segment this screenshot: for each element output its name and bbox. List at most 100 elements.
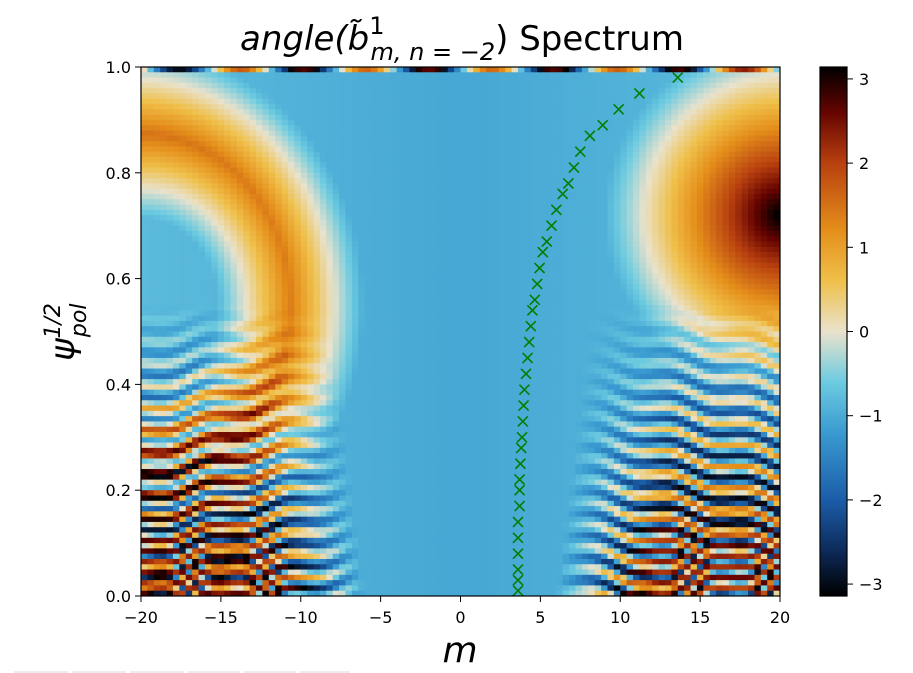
heatmap-cell xyxy=(287,141,295,147)
heatmap-cell xyxy=(524,215,532,222)
heatmap-cell xyxy=(537,130,545,137)
heatmap-cell xyxy=(153,268,161,274)
heatmap-cell xyxy=(454,215,462,222)
heatmap-cell xyxy=(607,241,615,248)
heatmap-cell xyxy=(556,283,564,290)
heatmap-cell xyxy=(505,262,513,269)
heatmap-cell xyxy=(172,104,180,110)
heatmap-cell xyxy=(217,241,225,248)
heatmap-cell xyxy=(645,246,653,253)
heatmap-cell xyxy=(217,125,225,132)
heatmap-cell xyxy=(211,230,219,237)
heatmap-cell xyxy=(703,225,711,232)
heatmap-cell xyxy=(569,151,577,158)
heatmap-cell xyxy=(281,67,289,73)
heatmap-cell xyxy=(594,151,602,158)
heatmap-cell xyxy=(332,204,340,211)
heatmap-cell xyxy=(722,72,730,79)
heatmap-cell xyxy=(633,278,641,285)
heatmap-cell xyxy=(664,315,672,322)
heatmap-cell xyxy=(313,151,321,158)
heatmap-cell xyxy=(441,114,449,121)
heatmap-cell xyxy=(409,315,417,322)
heatmap-cell xyxy=(179,204,187,211)
heatmap-cell xyxy=(607,156,615,163)
heatmap-cell xyxy=(409,93,417,100)
heatmap-cell xyxy=(211,183,219,190)
heatmap-cell xyxy=(684,283,692,290)
heatmap-cell xyxy=(409,246,417,253)
heatmap-cell xyxy=(671,98,679,105)
heatmap-cell xyxy=(422,82,430,89)
heatmap-cell xyxy=(402,215,410,222)
heatmap-cell xyxy=(575,130,583,137)
heatmap-cell xyxy=(211,188,219,195)
heatmap-cell xyxy=(179,230,187,237)
heatmap-cell xyxy=(588,193,596,200)
heatmap-cell xyxy=(773,162,780,169)
heatmap-cell xyxy=(645,119,653,126)
heatmap-cell xyxy=(716,135,724,142)
heatmap-cell xyxy=(243,257,251,264)
heatmap-cell xyxy=(754,310,762,317)
heatmap-cell xyxy=(166,320,174,327)
heatmap-cell xyxy=(492,225,500,232)
heatmap-cell xyxy=(728,77,736,84)
heatmap-cell xyxy=(671,109,679,116)
heatmap-cell xyxy=(396,246,404,253)
heatmap-cell xyxy=(741,220,749,227)
heatmap-cell xyxy=(741,315,749,322)
heatmap-cell xyxy=(211,193,219,200)
heatmap-cell xyxy=(364,82,372,89)
heatmap-cell xyxy=(172,72,180,79)
heatmap-cell xyxy=(518,193,525,200)
heatmap-cell xyxy=(460,178,468,184)
heatmap-cell xyxy=(633,104,641,110)
heatmap-cell xyxy=(562,98,570,105)
heatmap-cell xyxy=(677,135,685,142)
heatmap-cell xyxy=(160,299,168,306)
heatmap-cell xyxy=(613,109,621,116)
heatmap-cell xyxy=(728,109,736,116)
heatmap-cell xyxy=(626,125,634,132)
heatmap-cell xyxy=(594,204,602,211)
heatmap-cell xyxy=(454,225,462,232)
heatmap-cell xyxy=(684,310,692,317)
heatmap-cell xyxy=(486,241,494,248)
heatmap-cell xyxy=(754,125,762,132)
heatmap-cell xyxy=(262,93,270,100)
heatmap-cell xyxy=(735,193,743,200)
heatmap-cell xyxy=(671,130,679,137)
heatmap-cell xyxy=(166,246,174,253)
heatmap-cell xyxy=(364,199,372,206)
heatmap-cell xyxy=(243,204,251,211)
heatmap-cell xyxy=(716,193,724,200)
heatmap-cell xyxy=(147,204,155,211)
heatmap-cell xyxy=(326,320,334,327)
heatmap-cell xyxy=(677,67,685,73)
heatmap-cell xyxy=(613,125,621,132)
heatmap-cell xyxy=(287,130,295,137)
heatmap-cell xyxy=(217,109,225,116)
heatmap-cell xyxy=(549,262,557,269)
heatmap-cell xyxy=(141,299,148,306)
heatmap-cell xyxy=(569,215,577,222)
heatmap-cell xyxy=(709,167,717,174)
heatmap-cell xyxy=(748,305,756,311)
heatmap-cell xyxy=(594,246,602,253)
heatmap-cell xyxy=(537,156,545,163)
heatmap-cell xyxy=(722,130,730,137)
heatmap-cell xyxy=(204,172,212,179)
heatmap-cell xyxy=(767,225,775,232)
heatmap-cell xyxy=(268,230,276,237)
heatmap-cell xyxy=(281,156,289,163)
heatmap-cell xyxy=(607,204,615,211)
heatmap-cell xyxy=(217,135,225,142)
heatmap-cell xyxy=(677,72,685,79)
heatmap-cell xyxy=(236,93,244,100)
heatmap-cell xyxy=(760,82,768,89)
heatmap-cell xyxy=(185,273,193,280)
heatmap-cell xyxy=(767,183,775,190)
heatmap-cell xyxy=(594,236,602,243)
heatmap-cell xyxy=(473,315,481,322)
